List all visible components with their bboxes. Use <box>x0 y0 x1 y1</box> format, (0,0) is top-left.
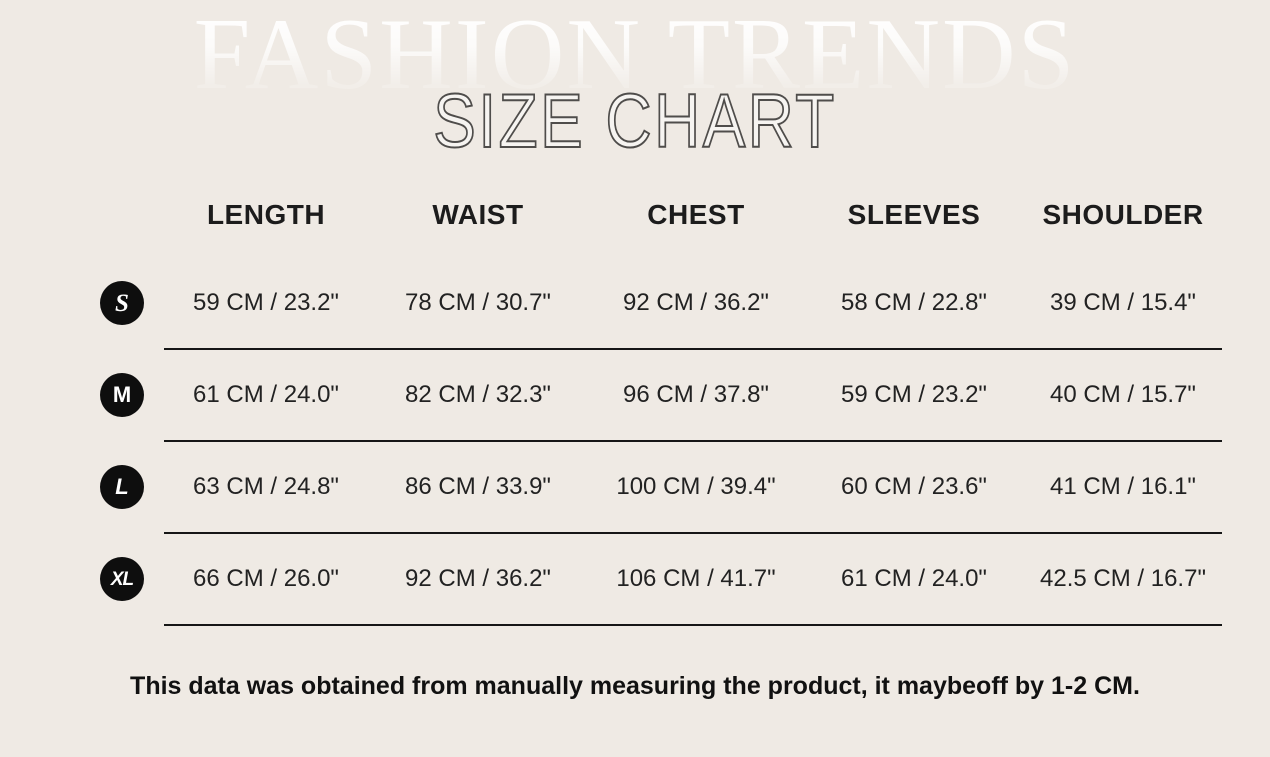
cell-s-sleeves: 58 CM / 22.8" <box>841 289 987 316</box>
cell-l-length: 63 CM / 24.8" <box>193 473 339 500</box>
cell-m-waist: 82 CM / 32.3" <box>405 381 551 408</box>
fashion-trends-watermark: FASHION TRENDS <box>0 4 1270 106</box>
cell-m-chest: 96 CM / 37.8" <box>623 381 769 408</box>
column-header-chest: CHEST <box>647 199 745 230</box>
cell-xl-sleeves: 61 CM / 24.0" <box>841 565 987 592</box>
size-badge-l: L <box>100 465 144 509</box>
size-badge-s: S <box>100 281 144 325</box>
cell-xl-waist: 92 CM / 36.2" <box>405 565 551 592</box>
table-header-row: LENGTH WAIST CHEST SLEEVES SHOULDER <box>164 190 1222 240</box>
column-header-shoulder: SHOULDER <box>1042 199 1204 230</box>
cell-s-shoulder: 39 CM / 15.4" <box>1050 289 1196 316</box>
table-row-size-xl: XL 66 CM / 26.0" 92 CM / 36.2" 106 CM / … <box>100 534 1222 626</box>
cell-s-waist: 78 CM / 30.7" <box>405 289 551 316</box>
cell-xl-length: 66 CM / 26.0" <box>193 565 339 592</box>
page-title: SIZE CHART <box>432 79 837 164</box>
cell-l-chest: 100 CM / 39.4" <box>616 473 776 500</box>
cell-l-waist: 86 CM / 33.9" <box>405 473 551 500</box>
cell-xl-chest: 106 CM / 41.7" <box>616 565 776 592</box>
size-table: LENGTH WAIST CHEST SLEEVES SHOULDER S 59… <box>100 190 1222 626</box>
size-badge-xl: XL <box>100 557 144 601</box>
cell-m-length: 61 CM / 24.0" <box>193 381 339 408</box>
cell-m-sleeves: 59 CM / 23.2" <box>841 381 987 408</box>
column-header-waist: WAIST <box>432 199 524 230</box>
cell-s-chest: 92 CM / 36.2" <box>623 289 769 316</box>
cell-l-sleeves: 60 CM / 23.6" <box>841 473 987 500</box>
cell-xl-shoulder: 42.5 CM / 16.7" <box>1040 565 1206 592</box>
cell-l-shoulder: 41 CM / 16.1" <box>1050 473 1196 500</box>
table-row-size-s: S 59 CM / 23.2" 78 CM / 30.7" 92 CM / 36… <box>100 258 1222 350</box>
measurement-disclaimer: This data was obtained from manually mea… <box>130 672 1140 700</box>
cell-s-length: 59 CM / 23.2" <box>193 289 339 316</box>
size-badge-m: M <box>100 373 144 417</box>
column-header-sleeves: SLEEVES <box>847 199 981 230</box>
table-row-size-m: M 61 CM / 24.0" 82 CM / 32.3" 96 CM / 37… <box>100 350 1222 442</box>
cell-m-shoulder: 40 CM / 15.7" <box>1050 381 1196 408</box>
table-row-size-l: L 63 CM / 24.8" 86 CM / 33.9" 100 CM / 3… <box>100 442 1222 534</box>
column-header-length: LENGTH <box>206 199 326 230</box>
